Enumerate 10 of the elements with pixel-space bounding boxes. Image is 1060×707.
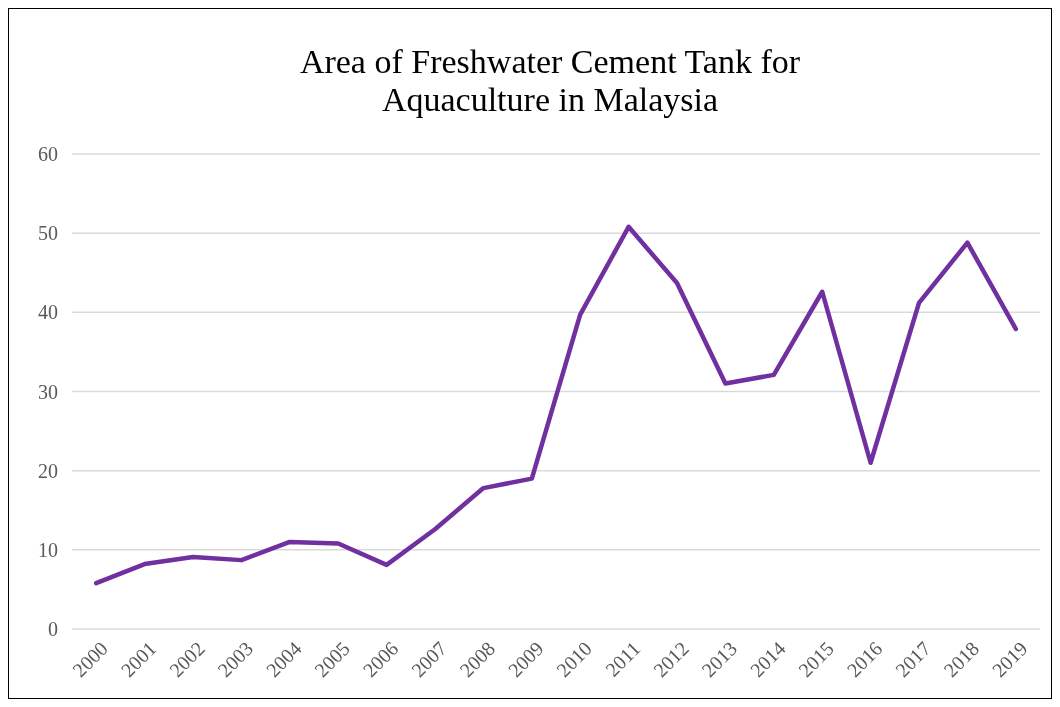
x-tick-label: 2011 — [601, 637, 645, 681]
line-series — [93, 224, 1019, 586]
y-tick-label: 50 — [38, 222, 58, 245]
y-tick-label: 40 — [38, 301, 58, 324]
y-tick-label: 0 — [48, 618, 58, 640]
y-tick-label: 30 — [38, 380, 58, 403]
y-tick-label: 10 — [38, 538, 58, 561]
y-tick-label: 60 — [38, 143, 58, 165]
chart-title: Area of Freshwater Cement Tank for Aquaculture in Malaysia — [299, 43, 801, 118]
y-tick-label: 20 — [38, 459, 58, 482]
